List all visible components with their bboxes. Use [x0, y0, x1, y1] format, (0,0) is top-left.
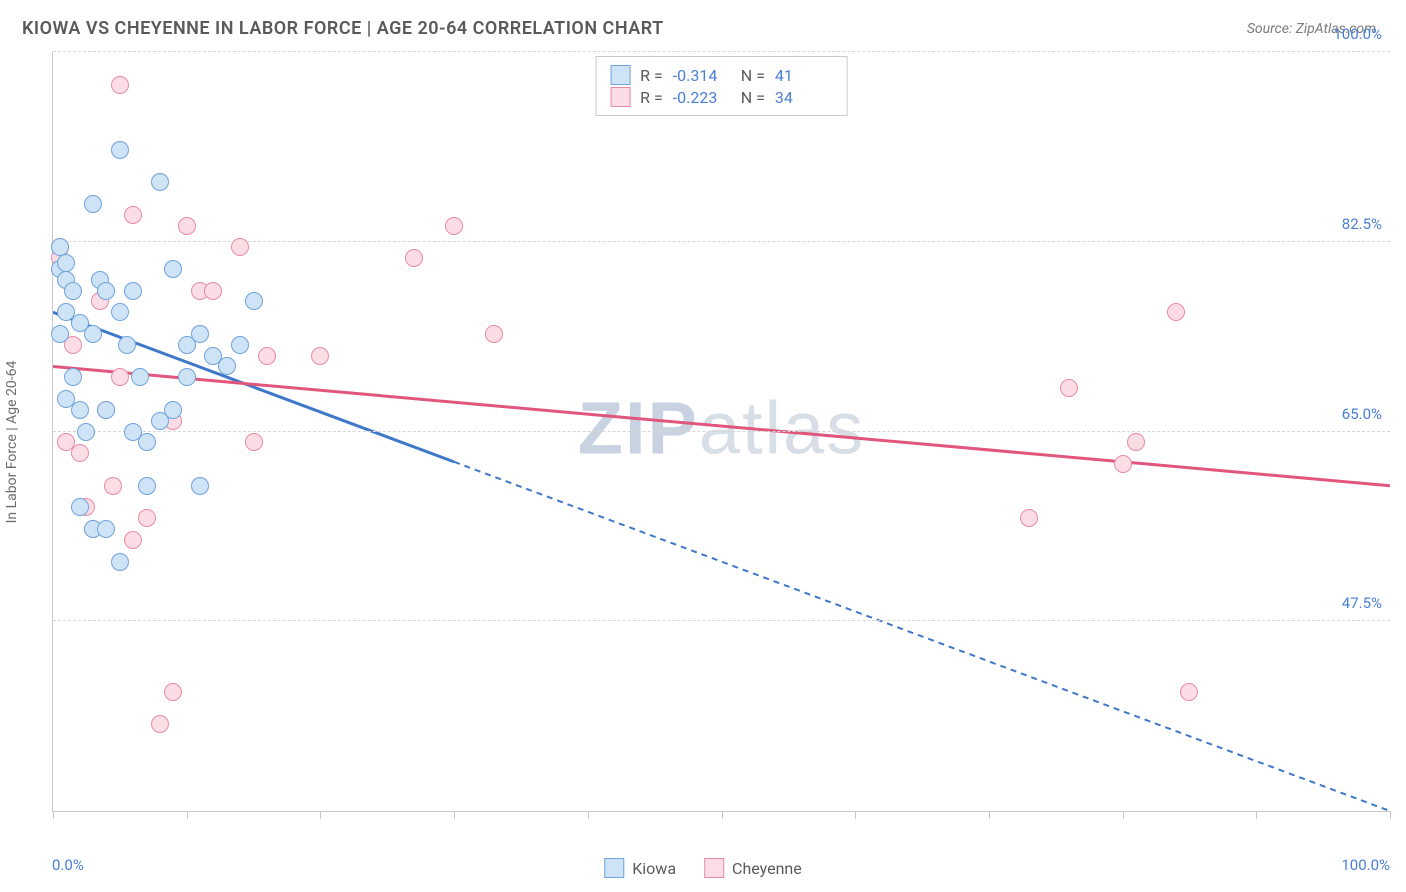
- kiowa-point: [84, 325, 102, 343]
- cheyenne-point: [1114, 455, 1132, 473]
- kiowa-point: [191, 325, 209, 343]
- plot-area: ZIPatlas R = -0.314 N = 41 R = -0.223 N = 34 47…: [52, 52, 1390, 812]
- kiowa-point: [118, 336, 136, 354]
- kiowa-point: [131, 368, 149, 386]
- x-tick: [53, 811, 54, 819]
- kiowa-point: [97, 520, 115, 538]
- kiowa-point: [151, 173, 169, 191]
- legend-item-kiowa: Kiowa: [604, 858, 676, 878]
- cheyenne-point: [1127, 433, 1145, 451]
- kiowa-point: [97, 401, 115, 419]
- r-value: -0.314: [673, 66, 731, 85]
- x-tick: [588, 811, 589, 819]
- kiowa-point: [77, 423, 95, 441]
- watermark: ZIPatlas: [578, 385, 865, 470]
- y-axis-label: In Labor Force | Age 20-64: [4, 361, 20, 524]
- x-tick: [722, 811, 723, 819]
- cheyenne-point: [204, 282, 222, 300]
- kiowa-point: [151, 412, 169, 430]
- kiowa-point: [64, 282, 82, 300]
- cheyenne-point: [178, 217, 196, 235]
- x-tick: [855, 811, 856, 819]
- cheyenne-swatch-icon: [704, 858, 724, 878]
- chart-area: In Labor Force | Age 20-64 ZIPatlas R =-…: [22, 52, 1390, 832]
- r-label: R =: [640, 66, 663, 85]
- x-tick: [320, 811, 321, 819]
- y-tick-label: 65.0%: [1342, 405, 1382, 423]
- stats-row: R = -0.223 N = 34: [610, 87, 833, 107]
- x-tick: [1256, 811, 1257, 819]
- gridline: [53, 51, 1390, 52]
- kiowa-point: [138, 433, 156, 451]
- x-tick: [1123, 811, 1124, 819]
- y-tick-label: 82.5%: [1342, 215, 1382, 233]
- chart-title: KIOWA VS CHEYENNE IN LABOR FORCE | AGE 2…: [22, 18, 664, 39]
- y-tick-label: 47.5%: [1342, 594, 1382, 612]
- x-max-label: 100.0%: [1341, 856, 1390, 874]
- kiowa-point: [71, 498, 89, 516]
- cheyenne-swatch-icon: [610, 87, 630, 107]
- cheyenne-point: [1180, 683, 1198, 701]
- cheyenne-point: [138, 509, 156, 527]
- cheyenne-point: [151, 715, 169, 733]
- kiowa-point: [164, 260, 182, 278]
- gridline: [53, 431, 1390, 432]
- cheyenne-point: [1060, 379, 1078, 397]
- kiowa-point: [245, 292, 263, 310]
- kiowa-point: [71, 401, 89, 419]
- r-value: -0.223: [673, 88, 731, 107]
- n-label: N =: [741, 66, 765, 85]
- kiowa-point: [111, 303, 129, 321]
- series-legend: Kiowa Cheyenne: [604, 858, 802, 878]
- n-value: 41: [775, 66, 833, 85]
- x-tick: [454, 811, 455, 819]
- kiowa-point: [84, 195, 102, 213]
- cheyenne-point: [1020, 509, 1038, 527]
- cheyenne-point: [405, 249, 423, 267]
- kiowa-point: [218, 357, 236, 375]
- kiowa-point: [111, 553, 129, 571]
- r-label: R =: [640, 88, 663, 107]
- cheyenne-point: [111, 368, 129, 386]
- gridline: [53, 620, 1390, 621]
- x-tick: [1390, 811, 1391, 819]
- kiowa-swatch-icon: [604, 858, 624, 878]
- cheyenne-point: [245, 433, 263, 451]
- x-min-label: 0.0%: [52, 856, 84, 874]
- stats-row: R = -0.314 N = 41: [610, 65, 833, 85]
- cheyenne-point: [311, 347, 329, 365]
- y-tick-label: 100.0%: [1333, 25, 1382, 43]
- cheyenne-point: [71, 444, 89, 462]
- kiowa-point: [178, 368, 196, 386]
- cheyenne-point: [111, 76, 129, 94]
- kiowa-point: [191, 477, 209, 495]
- cheyenne-point: [258, 347, 276, 365]
- cheyenne-point: [231, 238, 249, 256]
- stats-legend: R = -0.314 N = 41 R = -0.223 N = 34: [595, 56, 848, 116]
- x-tick: [187, 811, 188, 819]
- legend-label: Kiowa: [632, 859, 676, 878]
- kiowa-point: [97, 282, 115, 300]
- kiowa-point: [111, 141, 129, 159]
- cheyenne-point: [164, 683, 182, 701]
- n-label: N =: [741, 88, 765, 107]
- kiowa-point: [124, 282, 142, 300]
- legend-item-cheyenne: Cheyenne: [704, 858, 802, 878]
- kiowa-point: [51, 325, 69, 343]
- gridline: [53, 241, 1390, 242]
- cheyenne-point: [104, 477, 122, 495]
- kiowa-swatch-icon: [610, 65, 630, 85]
- cheyenne-point: [124, 531, 142, 549]
- kiowa-point: [64, 368, 82, 386]
- kiowa-point: [231, 336, 249, 354]
- cheyenne-point: [124, 206, 142, 224]
- cheyenne-point: [445, 217, 463, 235]
- cheyenne-point: [485, 325, 503, 343]
- cheyenne-point: [1167, 303, 1185, 321]
- x-tick: [989, 811, 990, 819]
- kiowa-point: [138, 477, 156, 495]
- n-value: 34: [775, 88, 833, 107]
- legend-label: Cheyenne: [732, 859, 802, 878]
